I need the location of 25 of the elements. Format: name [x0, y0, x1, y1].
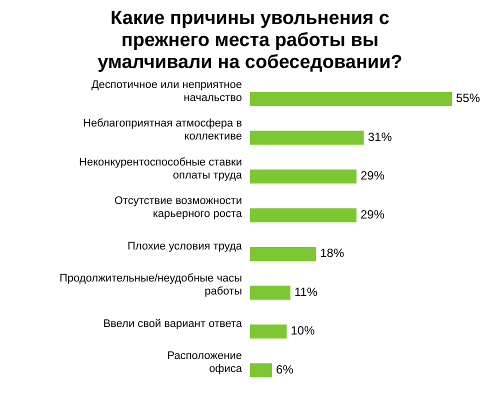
bar: [250, 130, 364, 145]
y-tick-label: Неконкурентоспособные ставки оплаты труда: [79, 156, 243, 182]
y-tick-label: Плохие условия труда: [127, 240, 243, 252]
y-tick-label: Деспотичное или неприятное начальство: [91, 78, 242, 104]
data-label: 10%: [290, 324, 316, 338]
data-label: 18%: [320, 246, 344, 260]
bar: [250, 363, 272, 378]
bar: [250, 324, 287, 338]
data-label: 55%: [456, 91, 480, 106]
data-label: 31%: [368, 130, 392, 144]
y-tick-label: Расположение офиса: [167, 350, 243, 376]
bar: [250, 92, 452, 106]
bar: [250, 286, 290, 300]
y-tick-label: Продолжительные/неудобные часы работы: [59, 272, 242, 298]
bar: [250, 170, 357, 184]
y-tick-label: Ввели свой вариант ответа: [103, 318, 243, 330]
chart-title: Какие причины увольнения с прежнего места работы вы умалчивали на собеседовании?: [96, 8, 404, 74]
y-tick-label: Неблагоприятная атмосфера в коллективе: [83, 118, 242, 143]
data-label: 11%: [294, 284, 318, 299]
y-tick-label: Отсутствие возможности карьерного роста: [114, 195, 243, 220]
data-label: 29%: [360, 168, 385, 183]
bar: [250, 247, 316, 261]
bar: [250, 208, 357, 222]
data-label: 6%: [276, 362, 294, 376]
data-label: 29%: [360, 207, 385, 222]
